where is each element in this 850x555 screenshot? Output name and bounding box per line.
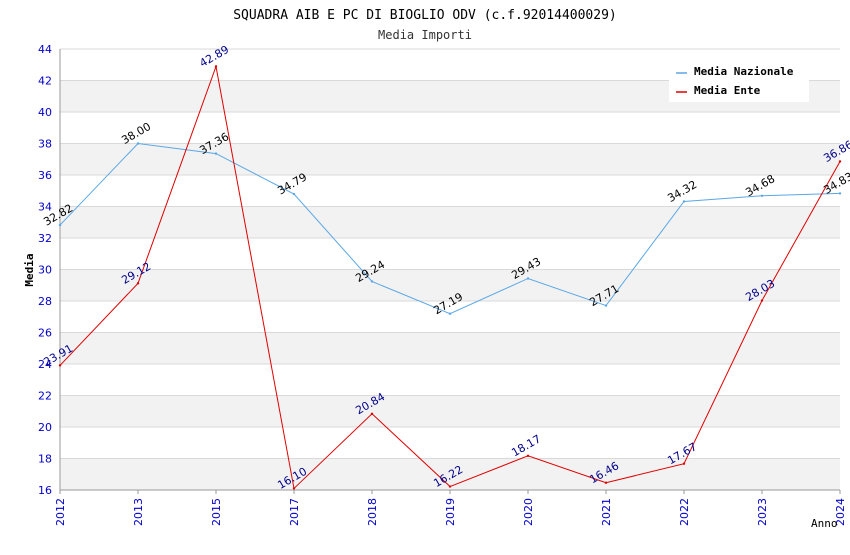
x-tick-label: 2015 bbox=[210, 498, 223, 526]
data-point bbox=[604, 481, 608, 484]
grid-band bbox=[60, 332, 840, 364]
grid-band bbox=[60, 143, 840, 175]
data-point bbox=[604, 304, 608, 307]
y-tick-label: 38 bbox=[38, 138, 52, 151]
legend-label-media-nazionale: Media Nazionale bbox=[694, 65, 794, 78]
x-tick-label: 2012 bbox=[54, 498, 67, 526]
gridlines bbox=[60, 48, 840, 491]
y-tick-label: 42 bbox=[38, 75, 52, 88]
y-tick-label: 24 bbox=[38, 358, 52, 371]
x-tick-label: 2022 bbox=[678, 498, 691, 526]
grid-band bbox=[60, 238, 840, 270]
y-tick-label: 40 bbox=[38, 106, 52, 119]
data-point bbox=[760, 194, 764, 197]
data-point bbox=[526, 454, 530, 458]
grid-band bbox=[60, 395, 840, 427]
x-axis-label: Anno bbox=[811, 517, 838, 530]
data-point bbox=[682, 462, 686, 465]
legend: Media Nazionale Media Ente bbox=[669, 60, 809, 102]
data-point bbox=[370, 280, 374, 283]
data-point bbox=[760, 299, 764, 302]
y-axis-label: Media bbox=[23, 253, 36, 286]
data-point bbox=[682, 200, 686, 203]
data-point bbox=[136, 142, 140, 145]
y-tick-label: 26 bbox=[38, 327, 52, 340]
data-point bbox=[214, 65, 218, 68]
data-point bbox=[292, 487, 296, 490]
y-tick-label: 18 bbox=[38, 453, 52, 466]
grid-band bbox=[60, 112, 840, 144]
grid-band bbox=[60, 458, 840, 490]
data-point bbox=[136, 282, 140, 285]
grid-band bbox=[60, 301, 840, 333]
x-tick-label: 2013 bbox=[132, 498, 145, 526]
x-tick-label: 2019 bbox=[444, 498, 457, 526]
data-point bbox=[214, 152, 218, 155]
data-point bbox=[838, 192, 842, 195]
grid-band bbox=[60, 206, 840, 238]
data-point bbox=[292, 192, 296, 196]
y-tick-label: 44 bbox=[38, 43, 52, 56]
x-tick-label: 2020 bbox=[522, 498, 535, 526]
grid-band bbox=[60, 175, 840, 207]
data-point bbox=[526, 277, 530, 280]
data-point bbox=[448, 312, 452, 315]
x-tick-label: 2017 bbox=[288, 498, 301, 526]
y-tick-label: 36 bbox=[38, 169, 52, 182]
x-tick-label: 2021 bbox=[600, 498, 613, 526]
chart-title: SQUADRA AIB E PC DI BIOGLIO ODV (c.f.920… bbox=[233, 8, 617, 23]
series-lines bbox=[58, 64, 842, 490]
y-tick-label: 22 bbox=[38, 390, 52, 403]
grid-band bbox=[60, 269, 840, 301]
legend-label-media-ente: Media Ente bbox=[694, 84, 761, 97]
legend-box bbox=[669, 60, 809, 102]
y-tick-labels: 16 18 20 22 24 26 28 30 32 34 36 38 40 42 44 bbox=[38, 43, 52, 497]
y-tick-label: 32 bbox=[38, 232, 52, 245]
data-point bbox=[58, 364, 62, 367]
data-point bbox=[370, 412, 374, 415]
y-tick-label: 30 bbox=[38, 264, 52, 277]
y-tick-label: 34 bbox=[38, 201, 52, 214]
y-tick-label: 28 bbox=[38, 295, 52, 308]
axes bbox=[59, 49, 841, 494]
data-point bbox=[448, 485, 452, 488]
y-tick-label: 20 bbox=[38, 421, 52, 434]
x-tick-labels: 2012 2013 2015 2017 2018 2019 2020 2021 2022 2023… bbox=[54, 498, 847, 526]
background-bands bbox=[60, 49, 840, 490]
y-tick-label: 16 bbox=[38, 484, 52, 497]
data-point bbox=[58, 223, 62, 227]
grid-band bbox=[60, 364, 840, 396]
chart-subtitle: Media Importi bbox=[378, 28, 472, 42]
x-tick-label: 2023 bbox=[756, 498, 769, 526]
data-point bbox=[838, 160, 842, 163]
x-tick-label: 2024 bbox=[834, 498, 847, 526]
grid-band bbox=[60, 427, 840, 459]
x-tick-label: 2018 bbox=[366, 498, 379, 526]
